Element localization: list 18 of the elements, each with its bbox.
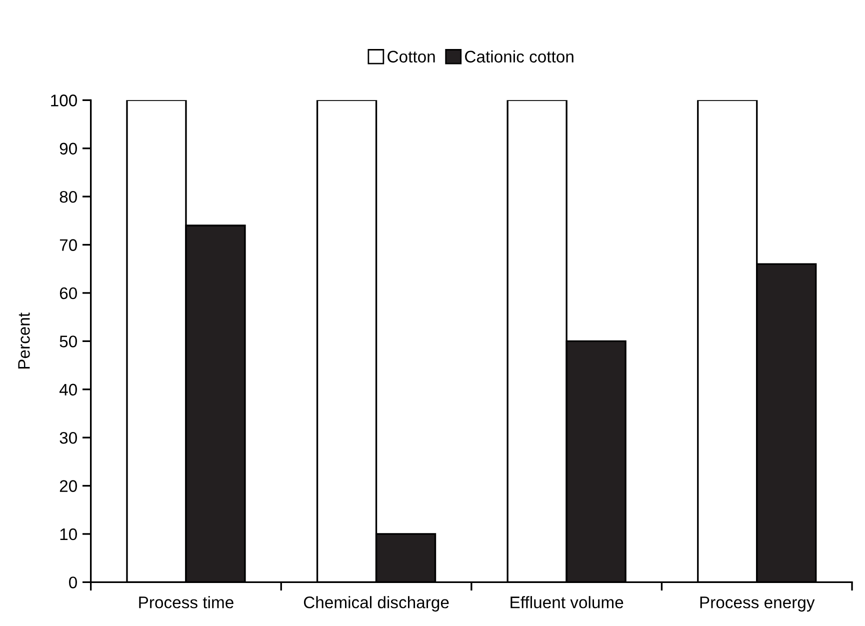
y-tick-label: 30 bbox=[60, 432, 77, 444]
y-tick-label: 100 bbox=[51, 94, 77, 106]
y-axis-title: Percent bbox=[18, 312, 30, 369]
x-tick-label: Effluent volume bbox=[510, 596, 624, 608]
y-tick-label: 0 bbox=[69, 576, 77, 588]
y-tick-label: 90 bbox=[60, 142, 77, 155]
y-tick-label: 10 bbox=[60, 528, 77, 540]
y-tick-label: 40 bbox=[59, 384, 77, 396]
y-tick-label: 20 bbox=[60, 480, 77, 492]
y-tick-label: 80 bbox=[60, 190, 77, 203]
legend-label: Cotton bbox=[388, 50, 435, 63]
legend-label: Cationic cotton bbox=[465, 50, 574, 63]
y-tick-label: 70 bbox=[60, 239, 77, 251]
y-tick-label: 50 bbox=[60, 336, 77, 348]
x-tick-label: Process time bbox=[139, 596, 234, 608]
y-tick-label: 60 bbox=[60, 287, 77, 300]
x-tick-label: Process energy bbox=[700, 596, 815, 612]
x-tick-label: Chemical discharge bbox=[304, 596, 449, 612]
